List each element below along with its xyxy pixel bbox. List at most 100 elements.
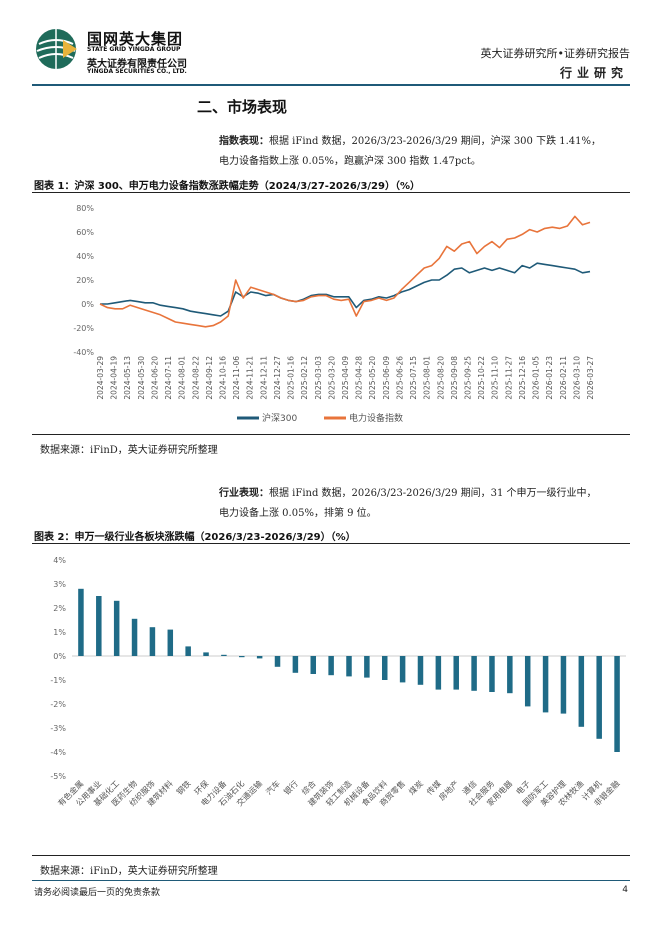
section-title: 二、市场表现: [197, 98, 288, 116]
bar: [614, 656, 620, 752]
bar: [596, 656, 602, 739]
y-tick-label: -2%: [50, 700, 66, 709]
y-tick-label: 3%: [53, 580, 66, 589]
company-name-en: STATE GRID YINGDA GROUP: [87, 46, 181, 53]
y-tick-label: 4%: [53, 556, 66, 565]
fig2-source: 数据来源：iFinD，英大证券研究所整理: [40, 866, 218, 877]
y-tick-label: 60%: [76, 228, 94, 237]
y-tick-label: 20%: [76, 276, 94, 285]
x-tick-label: 2026-03-27: [586, 356, 595, 400]
x-tick-label: 2025-03-03: [314, 356, 323, 400]
bar: [239, 656, 245, 658]
y-tick-label: -4%: [50, 748, 66, 757]
y-tick-label: 40%: [76, 252, 94, 261]
bar: [328, 656, 334, 676]
x-tick-label: 2025-08-20: [436, 356, 445, 400]
x-tick-label: 2025-10-22: [477, 356, 486, 400]
y-tick-label: 0%: [53, 652, 66, 661]
category-label: 银行: [281, 778, 299, 796]
x-tick-label: 2025-04-09: [341, 356, 350, 400]
x-tick-label: 2025-11-10: [491, 356, 500, 400]
bar: [131, 618, 138, 656]
x-tick-label: 2024-04-19: [110, 356, 119, 400]
bar: [310, 656, 317, 674]
y-tick-label: -20%: [73, 324, 94, 333]
subsidiary-name-cn: 英大证券有限责任公司: [87, 59, 187, 70]
x-tick-label: 2025-06-09: [382, 356, 391, 400]
header-divider: [32, 84, 630, 86]
x-tick-label: 2026-02-11: [559, 356, 568, 400]
bar: [203, 652, 209, 656]
para2-label: 行业表现：: [219, 488, 269, 499]
bar: [96, 596, 102, 656]
x-tick-label: 2024-07-11: [164, 356, 173, 400]
bar: [507, 656, 513, 694]
bar: [560, 656, 567, 714]
x-tick-label: 2024-10-16: [219, 356, 228, 400]
company-logo-icon: [36, 29, 77, 69]
x-tick-label: 2024-11-21: [246, 356, 255, 400]
para2-line1: 行业表现：根据 iFind 数据，2026/3/23-2026/3/29 期间，…: [219, 484, 597, 499]
x-tick-label: 2025-12-16: [518, 356, 527, 400]
fig1-bottom-rule: [32, 434, 630, 435]
bar: [435, 656, 442, 690]
x-tick-label: 2025-11-27: [504, 356, 513, 400]
bar: [149, 627, 156, 656]
para2-text2: 电力设备上涨 0.05%，排第 9 位。: [219, 508, 377, 519]
category-label: 汽车: [264, 778, 282, 796]
subsidiary-name-en: YINGDA SECURITIES CO., LTD.: [87, 68, 187, 75]
fig2-title: 图表 2：申万一级行业各板块涨跌幅（2026/3/23-2026/3/29）（%…: [34, 532, 356, 543]
bar: [221, 654, 227, 656]
x-tick-label: 2025-03-20: [327, 356, 336, 400]
bar: [167, 629, 174, 656]
bar: [256, 656, 263, 659]
x-tick-label: 2025-07-15: [409, 356, 418, 400]
x-tick-label: 2026-01-23: [545, 356, 554, 400]
x-tick-label: 2025-04-28: [355, 356, 364, 400]
y-tick-label: 80%: [76, 204, 94, 213]
bar: [417, 656, 424, 685]
page-number: 4: [622, 885, 628, 895]
bar-chart: -5%-4%-3%-2%-1%0%1%2%3%4%有色金属公用事业基础化工医药生…: [50, 556, 626, 808]
x-tick-label: 2025-09-08: [450, 356, 459, 400]
bar: [471, 656, 477, 691]
bar: [542, 656, 549, 713]
series-line-2: [99, 215, 591, 328]
report-type: 英大证券研究所•证券研究报告: [480, 47, 631, 60]
fig2-bottom-rule: [32, 855, 630, 856]
series-line-1: [100, 262, 591, 317]
x-tick-label: 2026-01-05: [532, 356, 541, 400]
bar: [524, 656, 531, 707]
para1-text2: 电力设备指数上涨 0.05%，跑赢沪深 300 指数 1.47pct。: [219, 156, 481, 167]
fig1-source: 数据来源：iFinD，英大证券研究所整理: [40, 445, 218, 456]
y-tick-label: 2%: [53, 604, 66, 613]
bar: [364, 656, 370, 678]
x-tick-label: 2025-02-12: [300, 356, 309, 400]
x-tick-label: 2024-08-01: [178, 356, 187, 400]
x-tick-label: 2025-06-26: [395, 356, 404, 400]
bar: [346, 656, 352, 677]
footer-divider: [32, 880, 630, 881]
x-tick-label: 2024-12-27: [273, 356, 282, 400]
bar: [489, 656, 495, 692]
x-tick-label: 2025-05-20: [368, 356, 377, 400]
category-label: 煤炭: [407, 778, 425, 796]
x-tick-label: 2024-05-30: [137, 356, 146, 400]
fig1-title: 图表 1：沪深 300、申万电力设备指数涨跌幅走势（2024/3/27-2026…: [34, 181, 420, 192]
y-tick-label: 1%: [53, 628, 66, 637]
para1-line1: 指数表现：根据 iFind 数据，2026/3/23-2026/3/29 期间，…: [219, 132, 601, 147]
bar: [381, 656, 388, 680]
x-tick-label: 2025-01-16: [287, 356, 296, 400]
report-kind: 行业研究: [559, 66, 628, 80]
fig2-top-rule: [32, 543, 630, 544]
para1-text1: 根据 iFind 数据，2026/3/23-2026/3/29 期间，沪深 30…: [269, 136, 602, 147]
legend-label: 电力设备指数: [349, 412, 403, 424]
bar: [578, 656, 585, 727]
y-tick-label: 0%: [81, 300, 94, 309]
footer-disclaimer: 请务必阅读最后一页的免责条款: [34, 888, 161, 898]
x-tick-label: 2024-12-11: [259, 356, 268, 400]
y-tick-label: -5%: [50, 772, 66, 781]
bar: [399, 656, 406, 683]
para1-label: 指数表现：: [219, 136, 269, 147]
bar: [78, 588, 84, 656]
